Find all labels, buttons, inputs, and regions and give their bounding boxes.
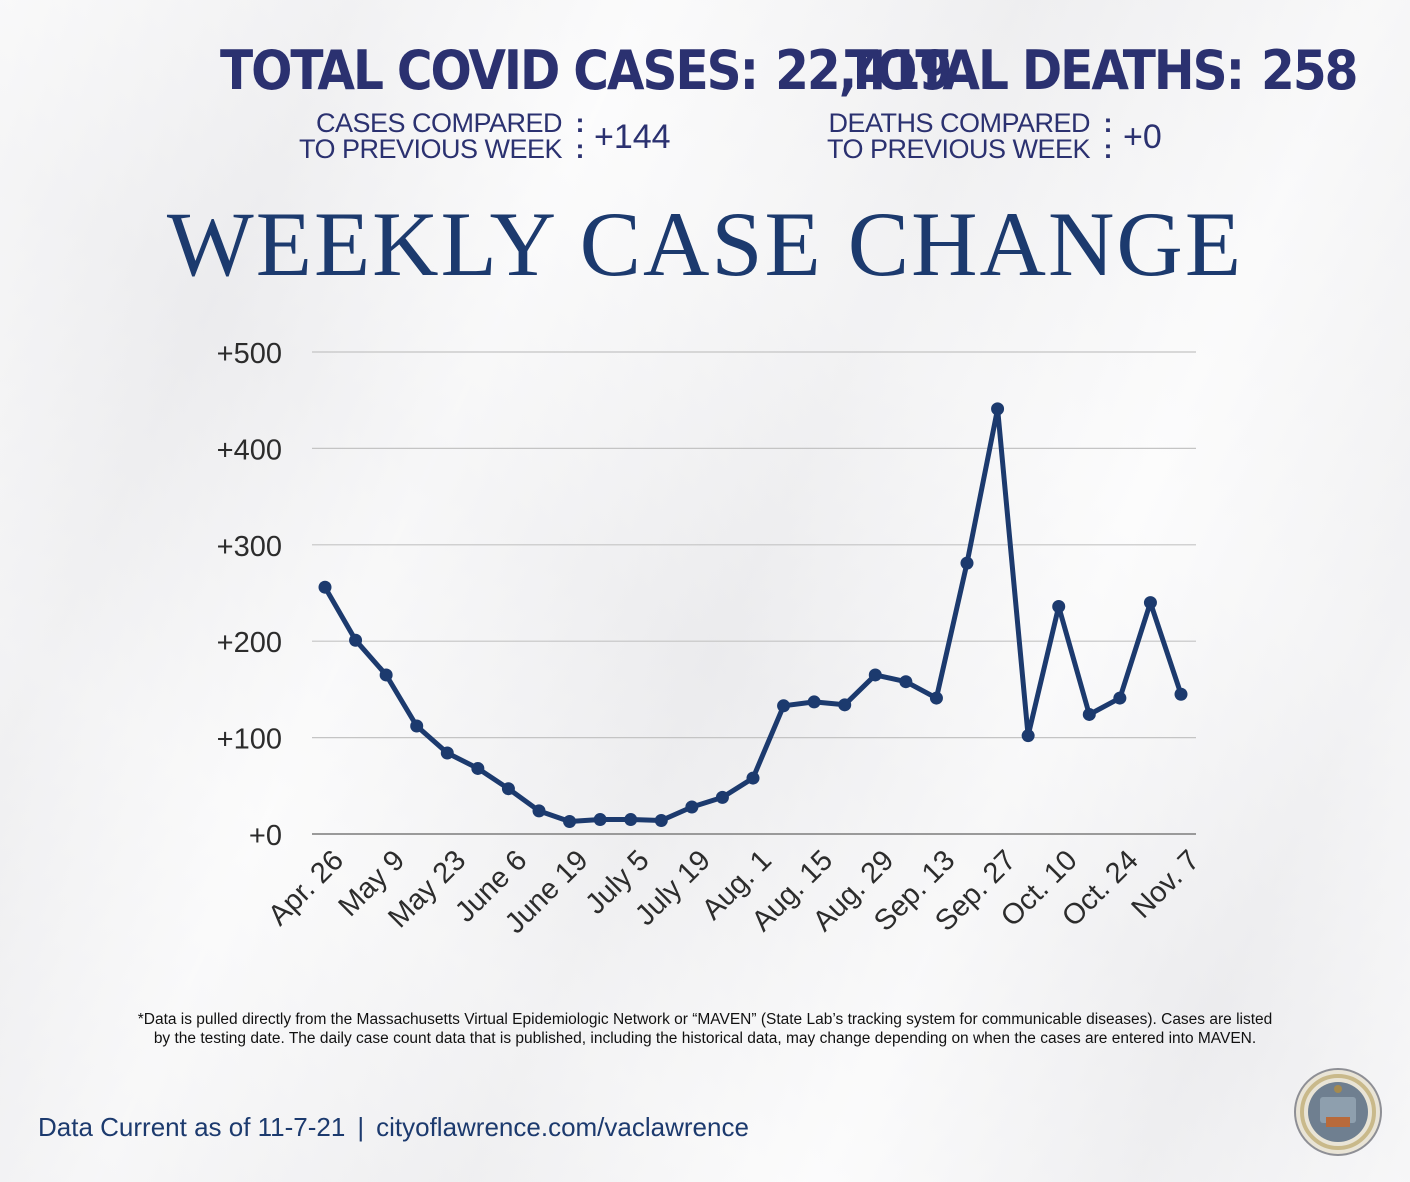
data-point <box>563 814 577 828</box>
data-point <box>440 746 454 760</box>
y-tick-label: +100 <box>217 724 282 756</box>
data-footnote: *Data is pulled directly from the Massac… <box>30 1010 1380 1048</box>
y-tick-label: +400 <box>217 434 282 466</box>
cases-compared-label: CASES COMPARED TO PREVIOUS WEEK : : <box>298 108 585 164</box>
data-point <box>715 790 729 804</box>
colon-dot: : <box>575 108 585 138</box>
y-tick-label: +200 <box>217 627 282 659</box>
data-current-text: Data Current as of 11-7-21 <box>38 1112 346 1142</box>
total-deaths-headline: TOTAL DEATHS: 258 <box>845 44 1358 98</box>
data-point <box>1082 707 1096 721</box>
y-tick-label: +300 <box>217 531 282 563</box>
total-cases-label: TOTAL COVID CASES: <box>220 39 759 102</box>
data-point <box>899 675 913 689</box>
data-point <box>685 800 699 814</box>
chart-title: WEEKLY CASE CHANGE <box>166 193 1244 295</box>
deaths-compared-value: +0 <box>1123 118 1162 156</box>
data-point <box>501 782 515 796</box>
data-point <box>960 556 974 570</box>
data-point <box>1052 599 1066 613</box>
total-cases-headline: TOTAL COVID CASES: 22,419 <box>220 44 953 98</box>
data-point <box>532 804 546 818</box>
data-point <box>777 699 791 713</box>
cases-compared-line1: CASES COMPARED <box>315 108 563 138</box>
deaths-compared-line1: DEATHS COMPARED <box>828 108 1090 138</box>
colon-dot: : <box>1103 134 1113 164</box>
data-point <box>349 633 363 647</box>
cases-compared-line2: TO PREVIOUS WEEK <box>298 134 563 164</box>
data-point <box>991 402 1005 416</box>
data-point <box>1113 691 1127 705</box>
y-tick-label: +500 <box>217 338 282 370</box>
series-line <box>322 406 1184 824</box>
footnote-line1: *Data is pulled directly from the Massac… <box>137 1011 1273 1028</box>
data-point <box>410 719 424 733</box>
y-axis-labels: +0 +100 +200 +300 +400 +500 <box>217 338 282 852</box>
data-point <box>624 813 638 827</box>
data-point <box>654 814 668 828</box>
total-cases-value: 22,419 <box>775 39 952 102</box>
data-points <box>318 402 1188 828</box>
website-link[interactable]: cityoflawrence.com/vaclawrence <box>376 1112 749 1142</box>
data-point <box>318 580 332 594</box>
chart-grid <box>312 351 1196 835</box>
footer: Data Current as of 11-7-21 | cityoflawrenc… <box>38 1112 749 1143</box>
colon-dot: : <box>1103 108 1113 138</box>
deaths-compared-line2: TO PREVIOUS WEEK <box>826 134 1091 164</box>
footnote-line2: by the testing date. The daily case coun… <box>153 1030 1257 1047</box>
x-tick-label: Nov. 7 <box>1126 844 1206 924</box>
data-point <box>1174 687 1188 701</box>
data-point <box>868 668 882 682</box>
deaths-compared-label: DEATHS COMPARED TO PREVIOUS WEEK : : <box>826 108 1113 164</box>
cases-compared-value: +144 <box>594 118 671 156</box>
data-point <box>838 698 852 712</box>
x-tick-label: Apr. 26 <box>262 844 350 932</box>
total-deaths-value: 258 <box>1261 39 1358 102</box>
data-point <box>929 691 943 705</box>
data-point <box>1021 729 1035 743</box>
data-point <box>471 761 485 775</box>
city-seal-icon <box>1294 1068 1382 1156</box>
data-point <box>379 668 393 682</box>
data-point <box>746 771 760 785</box>
colon-dot: : <box>575 134 585 164</box>
data-point <box>807 695 821 709</box>
total-deaths-label: TOTAL DEATHS: <box>845 39 1245 102</box>
y-tick-label: +0 <box>249 820 282 852</box>
data-point <box>593 813 607 827</box>
data-point <box>1143 596 1157 610</box>
footer-separator: | <box>357 1112 365 1142</box>
